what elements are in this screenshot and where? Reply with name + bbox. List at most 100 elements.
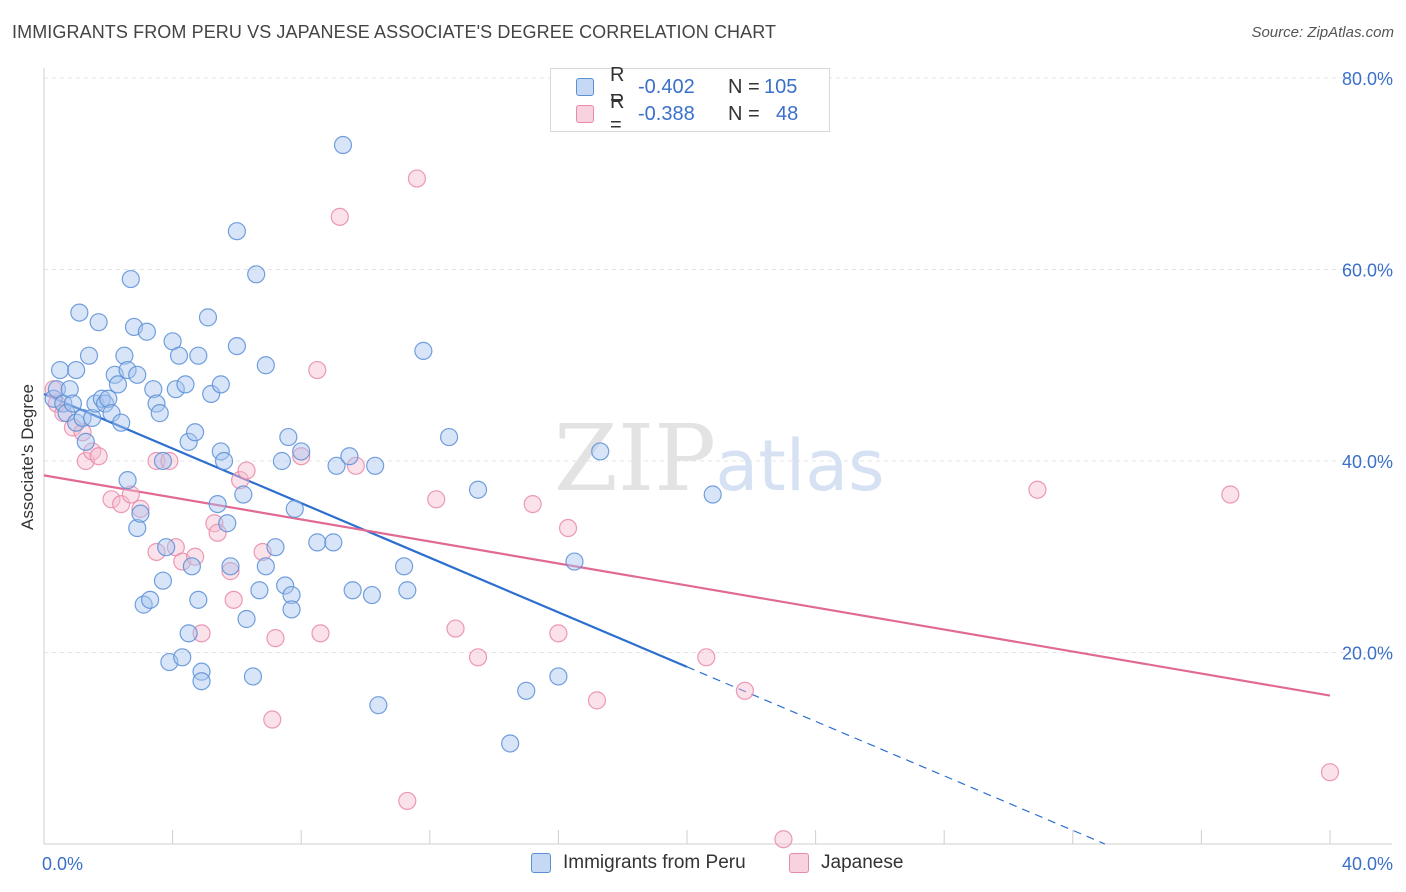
point-peru [308,533,327,552]
point-peru [153,571,173,590]
point-peru [192,662,211,681]
point-japanese [735,681,754,700]
point-peru [179,624,198,643]
point-peru [272,451,292,471]
point-japanese [160,451,179,471]
point-japanese [73,423,92,442]
point-peru [333,135,353,155]
point-peru [549,667,568,686]
point-japanese [774,830,793,849]
y-axis-label: Associate's Degree [18,384,37,530]
point-peru [343,581,362,600]
legend-row-peru: R = -0.402 N = 105 [576,64,798,109]
point-peru [153,451,173,471]
legend-n-label: N = [728,75,760,98]
point-japanese [102,490,121,509]
point-japanese [523,494,542,514]
legend-r-value: -0.402 [638,75,695,98]
point-peru [102,404,121,423]
point-peru [276,576,295,595]
point-peru [227,222,246,241]
legend-swatch-peru [576,78,594,96]
point-peru [118,471,137,490]
point-peru [108,375,128,394]
grid-lines [44,77,1392,653]
y-tick-label: 40.0% [1342,452,1393,472]
point-peru [76,432,95,451]
point-peru [182,557,201,576]
point-peru [243,667,263,686]
point-japanese [208,523,227,542]
x-tick-label: 40.0% [1342,854,1393,874]
legend-n-value: 105 [764,75,798,98]
y-tick-label: 60.0% [1342,261,1393,281]
trend-line-japanese [43,474,1331,697]
legend-swatch-japanese [576,105,594,123]
point-japanese [147,451,166,471]
point-peru [140,590,160,609]
legend-r-label: R = [610,64,625,109]
point-peru [99,389,118,408]
point-japanese [407,169,427,188]
point-peru [234,485,253,504]
watermark: ZIP atlas [554,405,885,512]
point-japanese [147,542,166,562]
point-peru [70,303,89,322]
point-japanese [468,648,488,667]
trend-line-peru-extension [686,666,1106,845]
point-japanese [446,619,465,638]
point-peru [250,581,269,600]
series-peru [44,135,722,753]
point-peru [279,427,298,447]
point-peru [214,451,234,471]
point-peru [147,394,166,413]
point-japanese [558,518,578,538]
point-peru [439,427,459,447]
point-peru [176,375,195,394]
point-japanese [1320,763,1340,782]
point-japanese [263,710,282,729]
point-peru [79,346,99,365]
point-peru [398,581,417,600]
point-peru [227,337,246,356]
point-peru [112,413,131,432]
point-peru [282,585,301,605]
point-peru [166,380,185,399]
point-peru [131,504,150,523]
point-peru [186,423,205,442]
point-peru [128,518,147,538]
point-japanese [311,624,330,643]
point-peru [83,408,102,428]
point-peru [144,380,163,399]
point-japanese [221,562,240,581]
legend-n-label: N = [728,102,760,125]
point-peru [256,557,275,576]
point-peru [591,442,610,461]
point-peru [340,447,359,466]
point-peru [50,360,70,380]
point-japanese [346,456,365,475]
point-peru [121,269,140,289]
point-japanese [697,648,716,667]
point-peru [44,389,63,408]
point-japanese [186,547,205,566]
legend-n-value: 48 [776,102,799,125]
point-peru [89,313,108,332]
point-peru [221,557,240,576]
point-peru [150,404,169,423]
point-peru [247,265,266,284]
point-peru [366,456,385,475]
point-japanese [587,691,607,710]
y-tick-label: 80.0% [1342,69,1393,89]
point-peru [237,609,256,629]
point-peru [169,346,189,365]
point-peru [60,380,79,399]
point-japanese [121,485,140,504]
legend-row-japanese: R = -0.388 N = 48 [576,91,799,136]
point-peru [703,485,722,504]
axes [43,68,1392,845]
point-peru [198,308,218,327]
correlation-legend: R = -0.402 N = 105 R = -0.388 N = 48 [550,64,830,136]
point-peru [118,360,137,380]
point-peru [517,681,536,700]
